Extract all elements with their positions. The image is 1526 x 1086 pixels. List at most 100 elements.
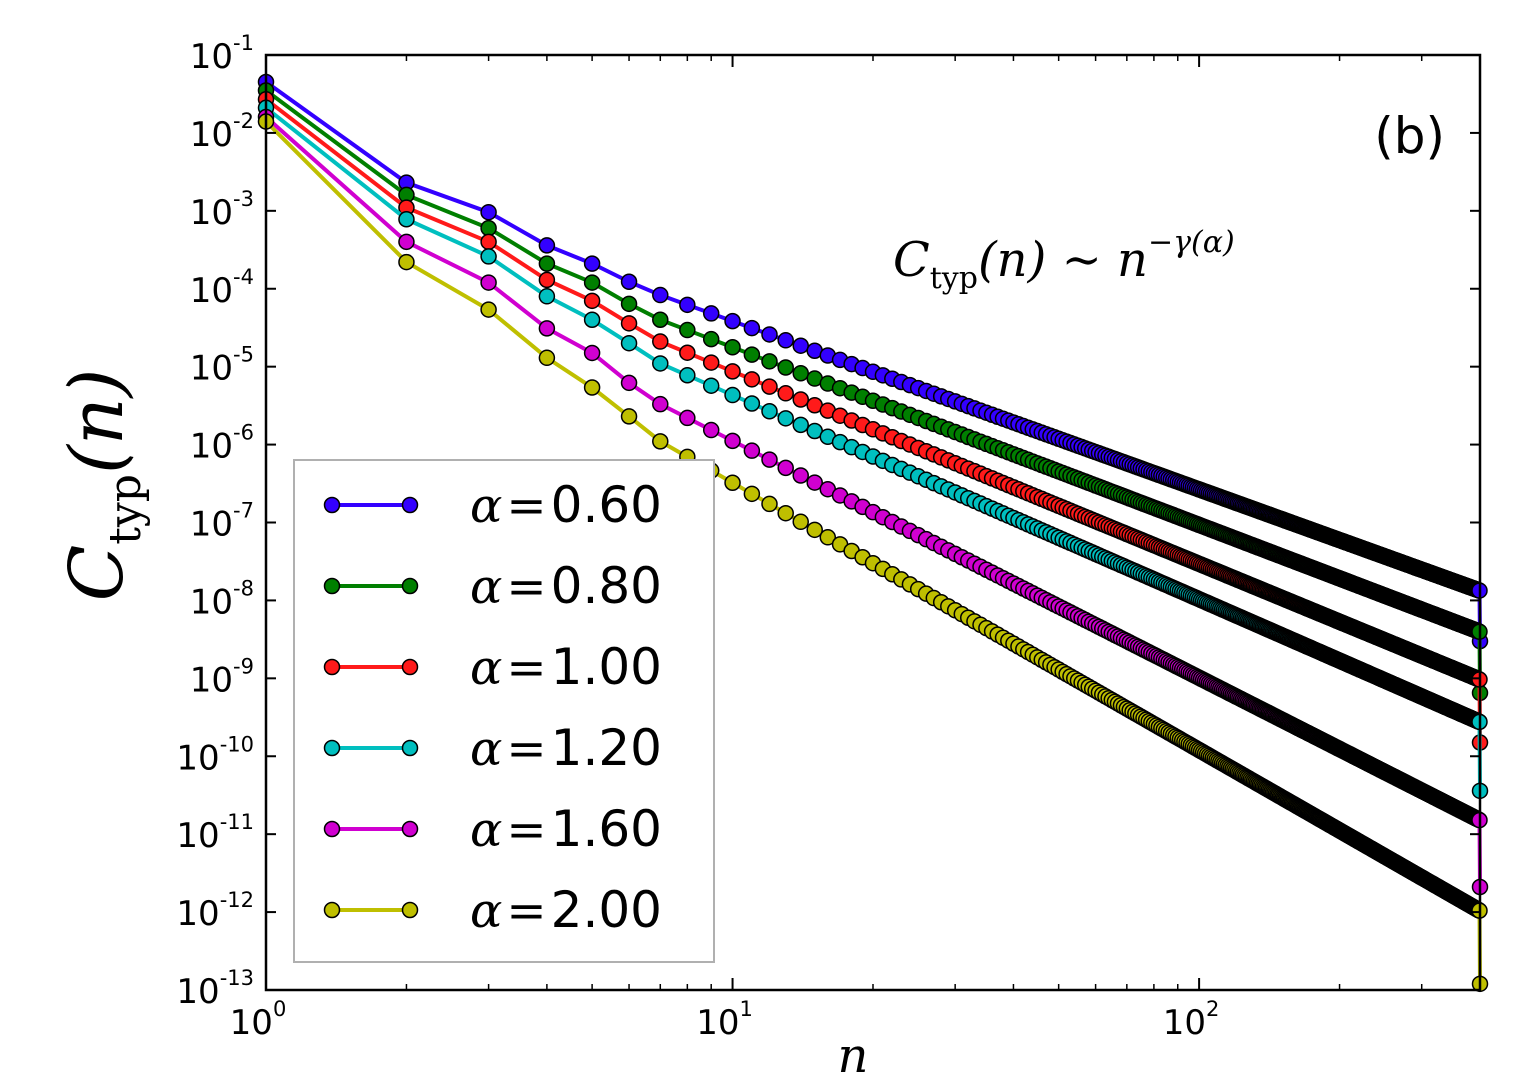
data-point [620, 295, 638, 313]
legend-marker [323, 658, 341, 676]
y-tick-exp: -1 [233, 31, 254, 55]
y-tick-base: 10 [190, 582, 233, 622]
data-point [702, 330, 720, 348]
scaling-annotation: Ctyp(n) ∼ n−γ(α) [893, 225, 1235, 296]
data-point [743, 395, 761, 412]
data-point [583, 255, 601, 272]
legend-value: 1.20 [551, 719, 662, 777]
data-point [702, 421, 720, 439]
y-tick-base: 10 [176, 816, 219, 856]
data-point [620, 334, 638, 352]
data-point [480, 301, 497, 318]
data-point [777, 332, 794, 349]
y-tick-exp: -8 [233, 576, 254, 600]
data-point [743, 371, 761, 388]
legend-marker [323, 820, 341, 838]
data-point [620, 315, 638, 332]
data-point [679, 367, 696, 384]
legend-label: α=1.20 [470, 719, 662, 777]
series-0.60 [257, 73, 1489, 650]
data-point [702, 377, 720, 394]
y-tick-exp: -11 [220, 810, 254, 834]
y-tick-exp: -4 [233, 265, 254, 289]
data-point [806, 474, 823, 491]
y-tick-base: 10 [190, 349, 233, 389]
y-tick-exp: -6 [233, 421, 254, 445]
legend-label: α=0.80 [470, 557, 662, 615]
data-point [792, 391, 809, 408]
data-point [583, 292, 601, 310]
legend-eq: = [506, 640, 546, 696]
data-point [480, 248, 497, 265]
data-point [398, 253, 415, 271]
y-tick-label: 10-8 [190, 576, 254, 622]
legend-entry: α=1.60 [323, 800, 662, 858]
y-axis-label-c: C [54, 545, 140, 602]
data-point [583, 379, 601, 396]
x-tick-label: 102 [1163, 997, 1220, 1043]
y-tick-label: 10-5 [190, 343, 254, 389]
data-point [792, 337, 809, 354]
legend-eq: = [506, 883, 546, 939]
y-tick-base: 10 [190, 37, 233, 77]
x-tick-label: 101 [696, 997, 753, 1043]
data-point [777, 410, 794, 427]
data-point [538, 288, 556, 305]
data-point [652, 433, 669, 450]
data-point [792, 513, 809, 531]
y-tick-exp: -9 [233, 654, 254, 678]
data-point [724, 474, 741, 492]
legend-entry: α=1.20 [323, 719, 662, 777]
y-tick-exp: -5 [233, 343, 254, 367]
data-point [806, 521, 823, 539]
legend-marker [323, 577, 341, 595]
data-point [538, 237, 556, 254]
data-point [679, 296, 696, 314]
data-point [679, 344, 696, 361]
y-tick-label: 10-6 [190, 421, 254, 467]
data-point [480, 233, 497, 251]
data-point [652, 355, 669, 372]
series-layer [257, 73, 1489, 993]
y-tick-label: 10-3 [190, 187, 254, 233]
legend-label: α=1.60 [470, 800, 662, 858]
y-tick-base: 10 [190, 115, 233, 155]
data-point [538, 255, 556, 272]
legend-marker [401, 577, 419, 595]
data-point [538, 349, 556, 367]
data-point [398, 233, 415, 251]
y-tick-exp: -10 [220, 732, 254, 756]
x-tick-exp: 1 [739, 997, 752, 1021]
y-tick-label: 10-7 [190, 499, 254, 545]
data-point [724, 312, 741, 330]
data-point [761, 326, 778, 343]
data-point [679, 321, 696, 339]
y-axis-label-sub: typ [100, 474, 151, 545]
data-point [652, 286, 669, 304]
data-point [652, 395, 669, 413]
y-tick-exp: -2 [233, 109, 254, 133]
annotation-c: C [893, 232, 930, 288]
y-tick-label: 10-1 [190, 31, 254, 77]
data-point [620, 408, 638, 425]
x-tick-exp: 2 [1206, 997, 1219, 1021]
panel-label: (b) [1374, 107, 1445, 165]
data-point [724, 363, 741, 380]
data-point [583, 274, 601, 291]
data-point [777, 359, 794, 376]
legend-eq: = [506, 478, 546, 534]
x-tick-base: 10 [230, 1003, 273, 1043]
data-point [819, 529, 837, 546]
data-point [724, 386, 741, 404]
x-axis-label: n [838, 1028, 869, 1084]
annotation-sub: typ [930, 261, 978, 296]
annotation-exp: −γ(α) [1148, 225, 1235, 260]
y-tick-exp: -3 [233, 187, 254, 211]
legend-label: α=1.00 [470, 638, 662, 696]
y-tick-label: 10-11 [176, 810, 254, 856]
data-point [583, 311, 601, 329]
legend-marker [401, 901, 419, 919]
y-tick-label: 10-10 [176, 732, 254, 778]
y-tick-base: 10 [190, 660, 233, 700]
